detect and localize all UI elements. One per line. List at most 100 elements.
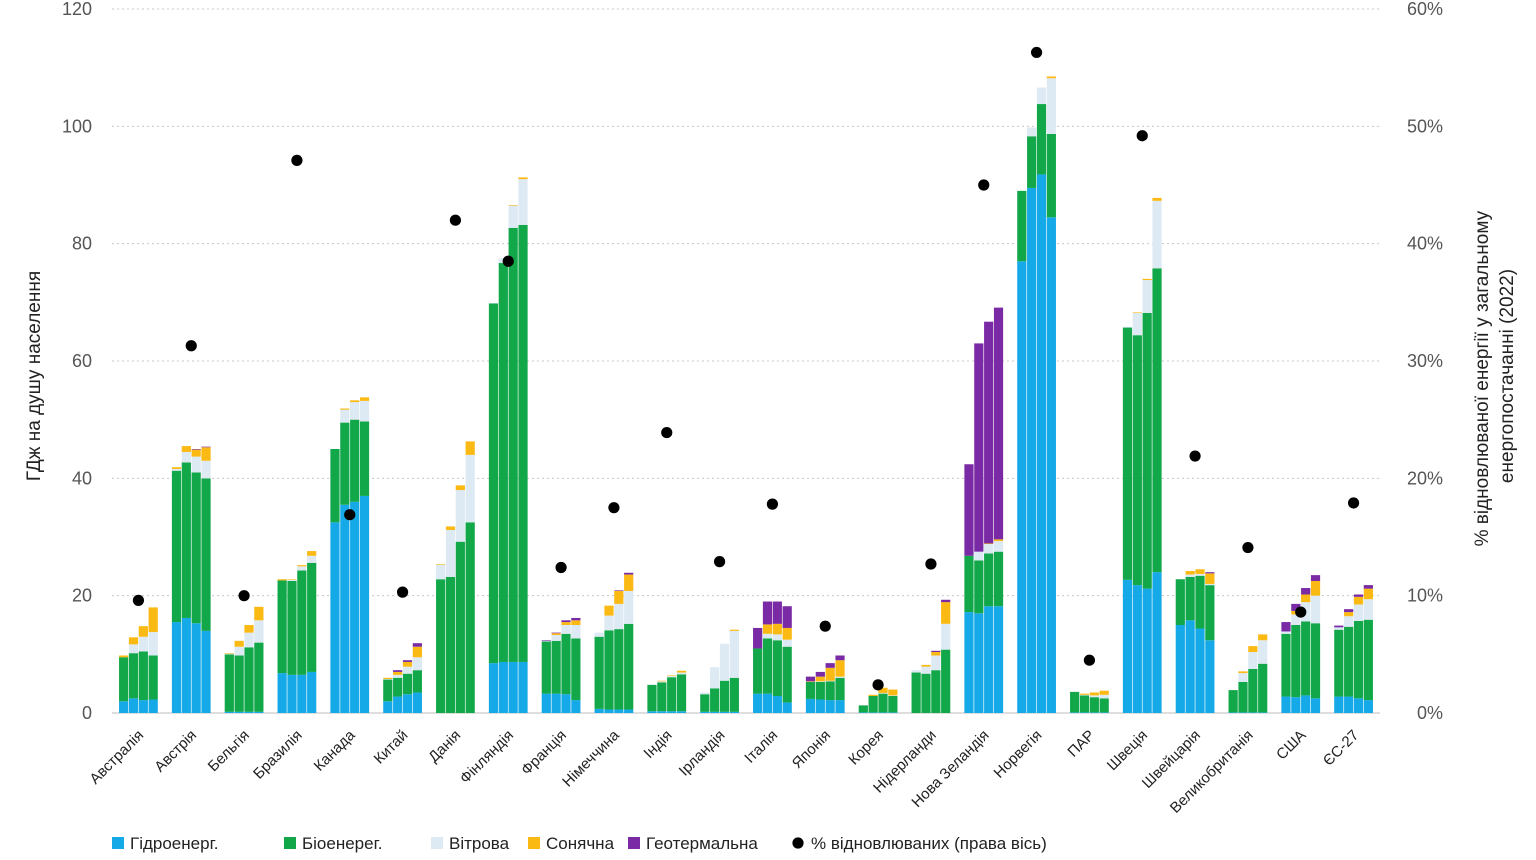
bar-segment-wind [171, 468, 182, 471]
bar-segment-hydro [1205, 640, 1215, 713]
bar-segment-wind [244, 632, 254, 648]
bar-segment-hydro [297, 674, 307, 713]
country-bar-group [1175, 569, 1215, 713]
bar-segment-solar [1142, 278, 1152, 281]
legend-swatch [284, 837, 296, 849]
bar-segment-bio [931, 670, 941, 713]
bar-segment-wind [1142, 280, 1152, 313]
bar-segment-wind [541, 640, 551, 642]
country-bar-group [1122, 197, 1162, 713]
bar-segment-solar [412, 646, 422, 658]
bar-segment-wind [647, 684, 657, 685]
legend-swatch [431, 837, 443, 849]
share-dot [185, 340, 197, 352]
bar-segment-wind [888, 695, 898, 696]
bar-segment-solar [445, 526, 456, 530]
bar-segment-solar [762, 624, 773, 634]
country-label: Бразилія [250, 727, 306, 783]
bar-segment-wind [710, 667, 720, 689]
bar-segment-solar [191, 449, 201, 457]
bar-segment-hydro [825, 700, 835, 713]
bar-segment-geo [753, 627, 763, 649]
bar-segment-hydro [1344, 696, 1354, 713]
bar-segment-wind [1089, 695, 1099, 698]
bar-segment-solar [657, 680, 667, 682]
bar-segment-hydro [1363, 700, 1373, 713]
bar-segment-bio [1258, 663, 1268, 713]
country-bar-group [1017, 76, 1056, 713]
bar-segment-bio [753, 648, 763, 694]
bar-segment-hydro [330, 522, 340, 713]
stacked-bars [119, 76, 1373, 713]
bar-segment-wind [941, 623, 951, 650]
bar-segment-solar [340, 408, 350, 410]
bar-segment-wind [878, 693, 888, 694]
bar-segment-bio [1142, 312, 1152, 589]
bar-segment-hydro [772, 695, 782, 713]
legend-item-solar: Сонячна [528, 834, 615, 853]
bar-segment-bio [805, 681, 816, 699]
bar-segment-bio [1228, 690, 1238, 713]
bar-segment-hydro [753, 693, 763, 713]
legend-label: Геотермальна [646, 834, 758, 853]
bar-segment-hydro [1099, 712, 1109, 713]
bar-segment-geo [551, 632, 561, 634]
country-bar-group [1334, 585, 1373, 713]
right-tick-label: 60% [1407, 0, 1443, 19]
country-label: США [1273, 727, 1309, 763]
bar-segment-solar [1258, 634, 1268, 641]
bar-segment-solar [224, 653, 234, 654]
bar-segment-solar [931, 651, 941, 656]
right-tick-label: 40% [1407, 234, 1443, 254]
bar-segment-solar [201, 447, 211, 461]
left-axis-ticks: 0 20 40 60 80 100 120 [62, 0, 92, 723]
bar-segment-bio [393, 677, 403, 697]
country-bar-group [805, 655, 845, 713]
country-label: Канада [311, 726, 359, 774]
bar-segment-solar [518, 177, 528, 180]
country-bar-group [647, 670, 687, 713]
bar-segment-hydro [201, 630, 211, 713]
renewable-share-dots [132, 46, 1360, 691]
bar-segment-hydro [868, 712, 878, 713]
country-bar-group [1070, 690, 1109, 713]
bar-segment-hydro [393, 696, 403, 713]
bar-segment-bio [330, 449, 340, 523]
bar-segment-wind [561, 625, 571, 634]
country-bar-group [541, 617, 581, 713]
left-tick-label: 80 [72, 234, 92, 254]
bar-segment-hydro [676, 711, 687, 713]
bar-segment-hydro [181, 617, 191, 713]
bar-segment-hydro [888, 712, 898, 713]
bar-segment-wind [911, 670, 921, 673]
bar-segment-hydro [171, 622, 182, 713]
bar-segment-bio [921, 673, 931, 713]
bar-segment-wind [719, 643, 730, 681]
bar-segment-bio [974, 560, 984, 614]
bar-segment-hydro [1228, 712, 1238, 713]
bar-segment-geo [1291, 603, 1301, 611]
legend: Гідроенерг. Біоенерег. Вітрова Сонячна Геоте… [112, 834, 1047, 853]
bar-segment-bio [604, 630, 614, 710]
bar-segment-bio [858, 705, 868, 713]
bar-segment-wind [1099, 694, 1109, 699]
left-tick-label: 20 [72, 586, 92, 606]
bar-segment-solar [297, 565, 307, 567]
bar-segment-hydro [719, 711, 730, 713]
right-tick-label: 10% [1407, 586, 1443, 606]
bar-segment-bio [762, 638, 773, 694]
bar-segment-hydro [508, 661, 518, 713]
bar-segment-wind [181, 451, 191, 463]
bar-segment-solar [782, 627, 792, 640]
bar-segment-bio [878, 693, 888, 713]
bar-segment-hydro [1017, 261, 1027, 713]
left-tick-label: 120 [62, 0, 92, 19]
bar-segment-wind [1353, 604, 1364, 621]
bar-segment-wind [455, 490, 465, 542]
bar-segment-geo [541, 640, 551, 641]
bar-segment-bio [436, 579, 446, 713]
bar-segment-wind [782, 639, 792, 647]
bar-segment-bio [657, 682, 667, 712]
country-bar-group [119, 607, 158, 713]
country-bar-group [436, 441, 475, 713]
